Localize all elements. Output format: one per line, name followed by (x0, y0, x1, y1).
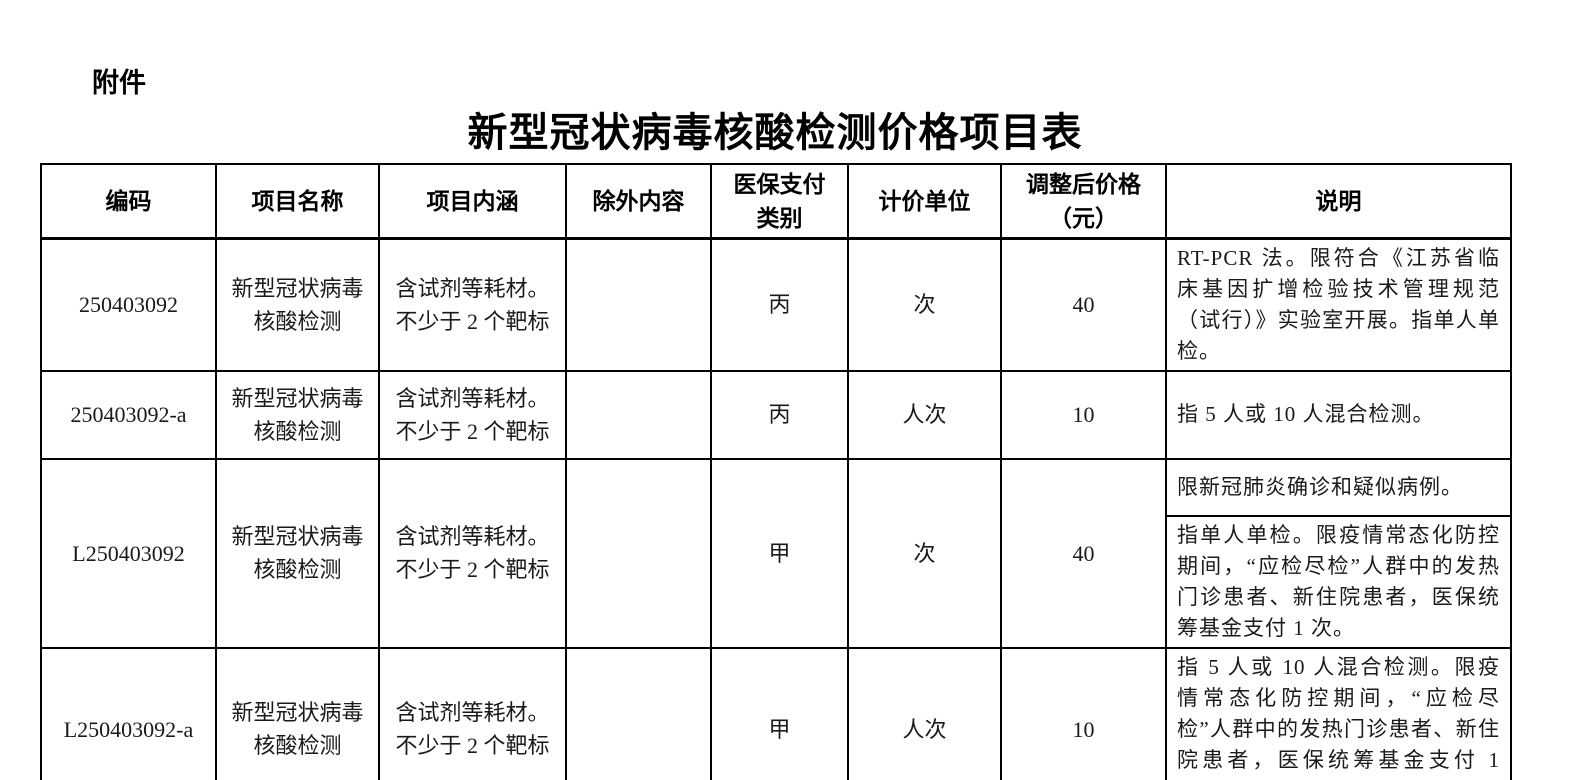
cell-name-line: 核酸检测 (253, 308, 342, 334)
cell-content-line: 含试剂等耗材。 (395, 700, 550, 725)
cell-note: 指单人单检。限疫情常态化防控期间，“应检尽检”人群中的发热门诊患者、新住院患者，… (1165, 514, 1512, 649)
cell-code: 250403092-a (40, 369, 217, 460)
cell-content: 含试剂等耗材。 不少于 2 个靶标 (378, 646, 567, 780)
col-header-name: 项目名称 (215, 163, 380, 240)
col-header-excluded: 除外内容 (565, 163, 712, 240)
cell-name: 新型冠状病毒 核酸检测 (215, 237, 380, 372)
cell-name-line: 核酸检测 (253, 418, 342, 444)
cell-note: 指 5 人或 10 人混合检测。限疫情常态化防控期间，“应检尽检”人群中的发热门… (1165, 646, 1512, 780)
col-header-code: 编码 (40, 163, 217, 240)
cell-content-line: 不少于 2 个靶标 (395, 733, 550, 758)
cell-unit: 人次 (847, 369, 1002, 460)
price-table: 编码 项目名称 项目内涵 除外内容 医保支付 类别 计价单位 调整后价格 （元）… (40, 163, 1512, 780)
col-header-price-line1: 调整后价格 (1026, 170, 1141, 197)
cell-name: 新型冠状病毒 核酸检测 (215, 369, 380, 460)
table-row: L250403092-a 新型冠状病毒 核酸检测 含试剂等耗材。 不少于 2 个… (40, 646, 1512, 780)
cell-code: L250403092-a (40, 646, 217, 780)
cell-pay-category: 甲 (710, 646, 849, 780)
cell-name-line: 新型冠状病毒 (231, 700, 364, 725)
cell-code: L250403092 (40, 457, 217, 649)
col-header-note: 说明 (1165, 163, 1512, 240)
col-header-pay-category-line1: 医保支付 (733, 170, 826, 197)
cell-pay-category: 丙 (710, 237, 849, 372)
cell-content-line: 不少于 2 个靶标 (395, 308, 550, 334)
cell-price: 10 (1000, 369, 1167, 460)
cell-content: 含试剂等耗材。 不少于 2 个靶标 (378, 237, 567, 372)
cell-note: RT-PCR 法。限符合《江苏省临床基因扩增检验技术管理规范（试行）》实验室开展… (1165, 237, 1512, 372)
table-row-note-sub: 指单人单检。限疫情常态化防控期间，“应检尽检”人群中的发热门诊患者、新住院患者，… (41, 514, 1512, 649)
cell-price: 40 (1000, 237, 1167, 372)
cell-name-line: 核酸检测 (253, 733, 342, 758)
cell-content-line: 含试剂等耗材。 (395, 524, 550, 549)
col-header-unit: 计价单位 (847, 163, 1002, 240)
cell-content-line: 不少于 2 个靶标 (395, 418, 550, 444)
page-title: 新型冠状病毒核酸检测价格项目表 (467, 110, 1083, 155)
cell-excluded (565, 646, 712, 780)
cell-excluded (565, 237, 712, 372)
cell-content-line: 含试剂等耗材。 (395, 385, 550, 411)
cell-price: 10 (1000, 646, 1167, 780)
cell-name-line: 新型冠状病毒 (231, 524, 364, 549)
table-row: 250403092 新型冠状病毒 核酸检测 含试剂等耗材。 不少于 2 个靶标 … (40, 237, 1512, 372)
cell-name: 新型冠状病毒 核酸检测 (215, 457, 380, 649)
col-header-content: 项目内涵 (378, 163, 567, 240)
table-header-row: 编码 项目名称 项目内涵 除外内容 医保支付 类别 计价单位 调整后价格 （元）… (40, 163, 1512, 240)
col-header-pay-category-line2: 类别 (756, 204, 803, 231)
cell-content: 含试剂等耗材。 不少于 2 个靶标 (378, 457, 567, 649)
col-header-pay-category: 医保支付 类别 (710, 163, 849, 240)
table-row: 250403092-a 新型冠状病毒 核酸检测 含试剂等耗材。 不少于 2 个靶… (40, 369, 1512, 460)
cell-pay-category: 甲 (710, 457, 849, 649)
cell-name-line: 新型冠状病毒 (231, 385, 364, 411)
document-page: 附件 新型冠状病毒核酸检测价格项目表 编码 项目名称 项目内涵 除外内容 医保支… (0, 68, 1575, 780)
table-row: L250403092 新型冠状病毒 核酸检测 含试剂等耗材。 不少于 2 个靶标… (40, 457, 1512, 649)
cell-name-line: 新型冠状病毒 (231, 275, 364, 301)
attachment-label: 附件 (92, 68, 146, 98)
cell-excluded (565, 457, 712, 649)
cell-price: 40 (1000, 457, 1167, 649)
cell-content-line: 不少于 2 个靶标 (395, 557, 550, 582)
cell-content-line: 含试剂等耗材。 (395, 275, 550, 301)
cell-code: 250403092 (40, 237, 217, 372)
cell-unit: 次 (847, 237, 1002, 372)
cell-excluded (565, 369, 712, 460)
cell-name: 新型冠状病毒 核酸检测 (215, 646, 380, 780)
col-header-price: 调整后价格 （元） (1000, 163, 1167, 240)
cell-unit: 次 (847, 457, 1002, 649)
cell-pay-category: 丙 (710, 369, 849, 460)
cell-note: 限新冠肺炎确诊和疑似病例。 (1165, 457, 1512, 517)
cell-note: 指 5 人或 10 人混合检测。 (1165, 369, 1512, 460)
cell-content: 含试剂等耗材。 不少于 2 个靶标 (378, 369, 567, 460)
col-header-price-line2: （元） (1049, 204, 1118, 231)
cell-name-line: 核酸检测 (253, 557, 342, 582)
cell-unit: 人次 (847, 646, 1002, 780)
